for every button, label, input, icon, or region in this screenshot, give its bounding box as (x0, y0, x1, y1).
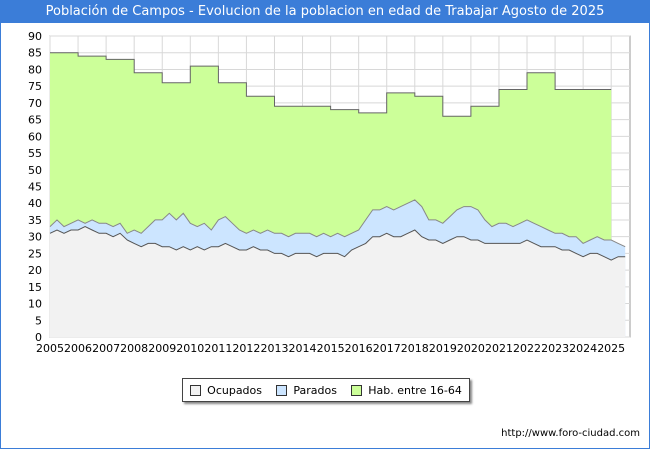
x-tick-label: 2016 (345, 342, 373, 355)
legend-label-ocupados: Ocupados (207, 383, 263, 397)
line-ocupados (49, 226, 626, 261)
y-tick-label: 50 (28, 164, 42, 177)
x-tick-label: 2007 (92, 342, 120, 355)
y-tick-label: 45 (28, 181, 42, 194)
y-tick-label: 20 (28, 264, 42, 277)
x-tick-label: 2011 (204, 342, 232, 355)
legend-item-ocupados: Ocupados (190, 384, 262, 397)
legend-label-parados: Parados (293, 383, 337, 397)
line-hab-entre-16-64 (50, 52, 612, 117)
legend-item-parados: Parados (276, 384, 337, 397)
line-parados (49, 199, 626, 248)
y-axis-ticks: 0 5 10 15 20 25 30 35 40 45 50 55 60 65 70 75 80 85 90 (28, 30, 42, 344)
x-tick-label: 2008 (120, 342, 148, 355)
x-tick-label: 2005 (36, 342, 64, 355)
legend-item-hab: Hab. entre 16-64 (351, 384, 462, 397)
legend-swatch-hab (351, 384, 363, 396)
x-tick-label: 2006 (64, 342, 92, 355)
legend-swatch-ocupados (190, 384, 202, 396)
x-tick-label: 2020 (457, 342, 485, 355)
y-tick-label: 85 (28, 47, 42, 60)
x-axis-ticks: 2005 2006 2007 2008 2009 2010 2011 2012 2013 2014… (36, 342, 625, 355)
x-tick-label: 2014 (289, 342, 317, 355)
x-tick-label: 2024 (569, 342, 597, 355)
x-tick-label: 2021 (485, 342, 513, 355)
x-tick-label: 2013 (260, 342, 288, 355)
source-url: http://www.foro-ciudad.com (501, 428, 640, 439)
y-tick-label: 15 (28, 281, 42, 294)
y-tick-label: 90 (28, 30, 42, 43)
y-tick-label: 40 (28, 197, 42, 210)
x-tick-label: 2009 (148, 342, 176, 355)
x-tick-label: 2022 (513, 342, 541, 355)
area-ocupados (50, 226, 626, 337)
x-tick-label: 2017 (373, 342, 401, 355)
chart-title: Población de Campos - Evolucion de la po… (0, 0, 650, 23)
legend-label-hab: Hab. entre 16-64 (368, 383, 462, 397)
y-tick-label: 25 (28, 247, 42, 260)
x-tick-label: 2012 (232, 342, 260, 355)
y-tick-label: 30 (28, 231, 42, 244)
series-areas (49, 52, 626, 337)
y-tick-label: 65 (28, 114, 42, 127)
x-tick-label: 2010 (176, 342, 204, 355)
y-tick-label: 60 (28, 130, 42, 143)
x-tick-label: 2018 (401, 342, 429, 355)
y-tick-label: 0 (35, 331, 42, 344)
x-tick-label: 2025 (597, 342, 625, 355)
y-tick-label: 55 (28, 147, 42, 160)
y-tick-label: 80 (28, 63, 42, 76)
y-tick-label: 10 (28, 298, 42, 311)
x-tick-label: 2019 (429, 342, 457, 355)
y-tick-label: 75 (28, 80, 42, 93)
y-tick-label: 70 (28, 97, 42, 110)
y-tick-label: 5 (35, 314, 42, 327)
legend: Ocupados Parados Hab. entre 16-64 (182, 378, 470, 402)
x-tick-label: 2015 (317, 342, 345, 355)
legend-swatch-parados (276, 384, 288, 396)
y-tick-label: 35 (28, 214, 42, 227)
x-tick-label: 2023 (541, 342, 569, 355)
